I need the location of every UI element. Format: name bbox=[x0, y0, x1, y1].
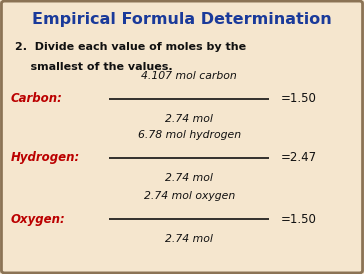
Text: 6.78 mol hydrogen: 6.78 mol hydrogen bbox=[138, 130, 241, 140]
Text: =1.50: =1.50 bbox=[280, 92, 316, 105]
Text: 2.74 mol: 2.74 mol bbox=[165, 234, 213, 244]
Text: Carbon:: Carbon: bbox=[11, 92, 63, 105]
Text: 2.74 mol: 2.74 mol bbox=[165, 173, 213, 182]
Text: Oxygen:: Oxygen: bbox=[11, 213, 66, 226]
Text: =1.50: =1.50 bbox=[280, 213, 316, 226]
Text: 2.74 mol oxygen: 2.74 mol oxygen bbox=[144, 192, 235, 201]
Text: 4.107 mol carbon: 4.107 mol carbon bbox=[141, 71, 237, 81]
Text: smallest of the values.: smallest of the values. bbox=[15, 62, 172, 72]
Text: Hydrogen:: Hydrogen: bbox=[11, 151, 80, 164]
Text: 2.74 mol: 2.74 mol bbox=[165, 114, 213, 124]
Text: 2.  Divide each value of moles by the: 2. Divide each value of moles by the bbox=[15, 42, 246, 52]
Text: Empirical Formula Determination: Empirical Formula Determination bbox=[32, 12, 332, 27]
Text: =2.47: =2.47 bbox=[280, 151, 316, 164]
